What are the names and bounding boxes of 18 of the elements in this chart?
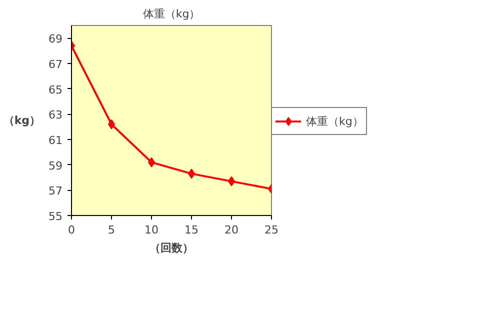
y-tick-label: 61 xyxy=(48,134,63,147)
x-tick-label: 25 xyxy=(264,224,278,236)
y-tick-label: 69 xyxy=(48,32,63,46)
y-tick-label: 59 xyxy=(48,159,63,172)
chart-title: 体重（kg） xyxy=(142,8,200,20)
legend-label: 体重（kg） xyxy=(306,114,364,128)
y-tick-label: 63 xyxy=(48,108,63,122)
x-tick-label: 15 xyxy=(184,224,198,236)
y-tick-label: 55 xyxy=(48,210,63,223)
y-tick-label: 65 xyxy=(48,83,63,96)
x-tick-label: 20 xyxy=(224,224,238,236)
x-axis-title: （回数） xyxy=(150,242,194,254)
y-tick-label: 67 xyxy=(48,58,63,71)
x-tick-label: 0 xyxy=(68,224,75,236)
y-tick-label: 57 xyxy=(48,184,63,198)
x-tick-label: 10 xyxy=(144,224,158,236)
x-tick-label: 5 xyxy=(108,224,115,236)
y-axis-title: （kg） xyxy=(3,114,41,127)
